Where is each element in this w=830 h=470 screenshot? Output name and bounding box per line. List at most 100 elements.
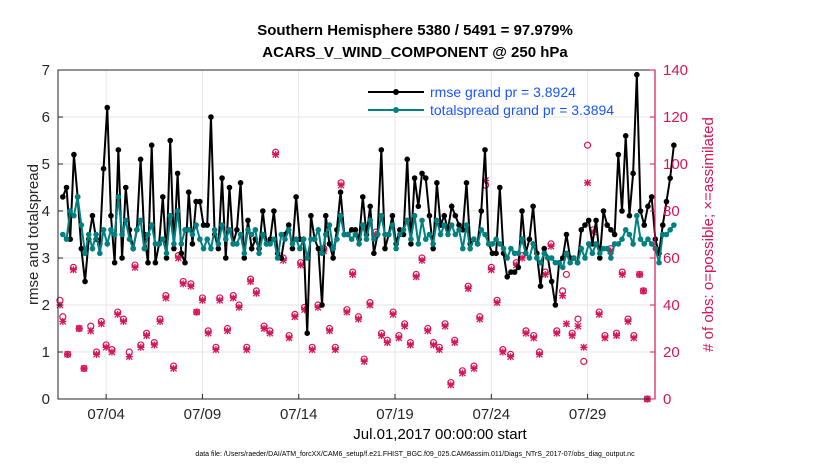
obs-assimilated-marker [170, 364, 178, 372]
y-axis-right-label: # of obs: o=possible; ×=assimilated [700, 117, 717, 352]
series-point [219, 175, 225, 181]
series-point [119, 255, 125, 261]
obs-assimilated-marker [93, 350, 101, 358]
series-point [508, 245, 514, 252]
series-point [293, 236, 299, 242]
series-point [615, 151, 622, 158]
series-point [571, 255, 577, 261]
series-point [445, 231, 451, 238]
series-point [500, 245, 507, 252]
obs-assimilated-marker [308, 346, 316, 354]
series-point [148, 142, 155, 148]
series-point [171, 245, 177, 252]
series-point [478, 208, 485, 214]
obs-assimilated-marker [476, 315, 484, 323]
obs-assimilated-marker [464, 285, 472, 293]
series-point [308, 212, 314, 219]
legend-marker [393, 89, 399, 95]
series-point [519, 208, 525, 214]
series-point [363, 236, 370, 242]
series-point [671, 142, 677, 148]
obs-assimilated-marker [243, 346, 251, 354]
obs-assimilated-marker [562, 320, 570, 328]
series-point [645, 236, 651, 242]
obs-assimilated-marker [235, 303, 243, 311]
series-point [671, 222, 677, 228]
series-point [160, 194, 166, 200]
obs-assimilated-marker [137, 343, 145, 351]
obs-assimilated-marker [389, 310, 397, 318]
series-point [334, 236, 340, 242]
obs-assimilated-marker [131, 263, 139, 271]
series-point [434, 180, 440, 186]
series-point [108, 212, 114, 219]
totalspread-series [60, 194, 677, 271]
obs-assimilated-marker [150, 341, 158, 349]
series-point [319, 302, 325, 308]
obs-assimilated-marker [522, 329, 530, 337]
series-point [415, 203, 422, 210]
series-point [97, 250, 103, 257]
series-point [463, 180, 470, 186]
series-point [419, 170, 425, 177]
series-point [515, 264, 522, 271]
series-point [215, 241, 222, 247]
obs-assimilated-marker [343, 308, 351, 316]
series-point [578, 245, 585, 252]
obs-assimilated-marker [87, 327, 95, 335]
x-tick-label: 07/19 [376, 406, 414, 423]
obs-assimilated-marker [470, 364, 478, 372]
obs-assimilated-marker [354, 315, 362, 323]
series-point [404, 217, 411, 224]
series-point [459, 245, 466, 252]
series-point [211, 227, 218, 233]
series-point [526, 255, 533, 261]
series-point [504, 274, 511, 280]
obs-assimilated-marker [75, 325, 83, 332]
obs-assimilated-marker [512, 261, 520, 269]
series-point [408, 241, 414, 247]
series-point [82, 250, 88, 257]
series-point [252, 227, 259, 233]
series-point [422, 236, 429, 242]
series-point [219, 222, 225, 228]
obs-assimilated-marker [360, 357, 368, 365]
obs-assimilated-marker [601, 334, 609, 342]
obs-assimilated-marker [584, 179, 592, 187]
series-point [663, 198, 670, 205]
obs-assimilated-marker [212, 346, 220, 354]
series-point [315, 227, 322, 233]
obs-assimilated-marker [97, 320, 105, 328]
series-point [567, 259, 573, 266]
series-point [371, 250, 377, 257]
series-point [160, 236, 166, 242]
series-point [237, 231, 244, 238]
series-point [78, 222, 85, 228]
series-point [248, 245, 255, 252]
series-point [359, 194, 366, 200]
obs-assimilated-marker [383, 339, 391, 347]
series-point [193, 222, 199, 228]
series-point [630, 241, 636, 247]
data-file-footnote: data file: /Users/raeder/DAI/ATM_forcXX/… [195, 451, 635, 458]
series-point [285, 227, 292, 233]
series-point [245, 227, 251, 233]
obs-assimilated-marker [395, 334, 403, 342]
series-point [126, 236, 133, 242]
obs-assimilated-marker [108, 348, 116, 356]
series-point [441, 222, 448, 228]
series-point [552, 302, 559, 308]
obs-possible-marker [574, 315, 582, 323]
series-point [452, 231, 459, 238]
x-axis: 07/04 07/09 07/14 07/19 07/24 07/29 [87, 394, 606, 423]
obs-assimilated-marker [541, 270, 549, 278]
obs-assimilated-marker [114, 310, 122, 318]
series-point [337, 212, 344, 219]
series-point [163, 255, 170, 261]
series-point [463, 222, 470, 228]
obs-assimilated-marker [547, 242, 555, 250]
obs-assimilated-marker [499, 348, 507, 356]
series-point [648, 241, 655, 247]
obs-assimilated-marker [64, 350, 72, 358]
